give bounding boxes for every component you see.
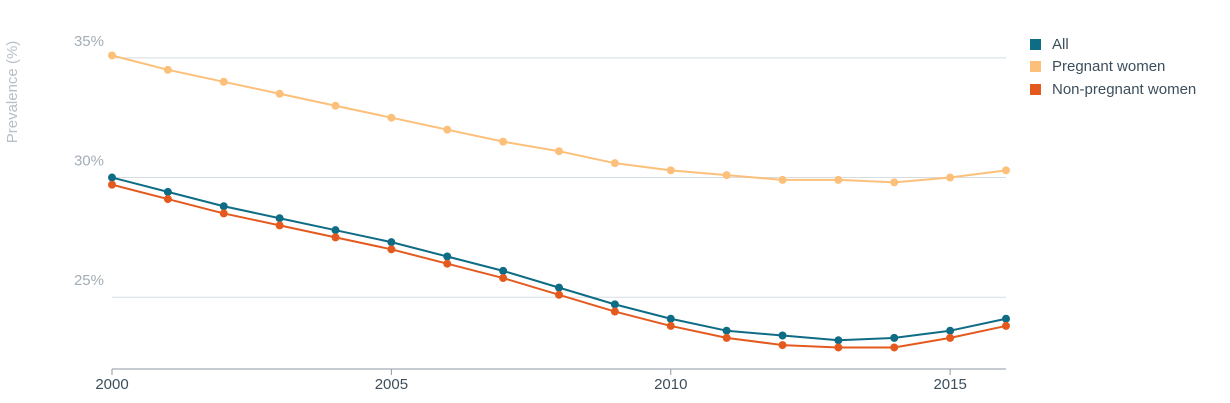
data-point-non-pregnant-women <box>108 180 116 189</box>
data-point-pregnant-women <box>108 51 116 60</box>
legend-item-all[interactable]: All <box>1030 33 1196 56</box>
legend-label-non-pregnant-women: Non-pregnant women <box>1052 80 1197 98</box>
data-point-non-pregnant-women <box>387 245 396 254</box>
data-point-pregnant-women <box>722 171 731 180</box>
legend-swatch-all <box>1030 38 1041 50</box>
data-point-pregnant-women <box>387 113 396 122</box>
data-point-non-pregnant-women <box>946 333 955 342</box>
y-tick-label: 25% <box>74 272 104 289</box>
legend-swatch-pregnant-women <box>1030 61 1041 73</box>
series-lines <box>108 51 1010 352</box>
x-tick-label: 2000 <box>95 376 128 393</box>
data-point-all <box>275 214 284 223</box>
data-point-all <box>331 226 340 235</box>
data-point-all <box>946 326 955 335</box>
x-tick-label: 2005 <box>375 376 408 393</box>
x-tick-label: 2015 <box>933 376 966 393</box>
data-point-pregnant-women <box>443 125 452 134</box>
data-point-non-pregnant-women <box>722 333 731 342</box>
series-line-pregnant-women <box>111 54 1007 184</box>
data-point-all <box>387 238 396 247</box>
legend-item-non-pregnant-women[interactable]: Non-pregnant women <box>1030 78 1196 101</box>
data-point-all <box>555 283 563 292</box>
data-point-all <box>778 331 787 340</box>
legend-label-pregnant-women: Pregnant women <box>1052 58 1166 76</box>
axes: 25% 30% 35% 2000 2005 2010 2015 <box>74 33 1006 393</box>
data-point-non-pregnant-women <box>834 343 843 352</box>
data-point-non-pregnant-women <box>499 274 508 283</box>
data-point-all <box>163 187 172 196</box>
data-point-all <box>1002 314 1010 323</box>
data-point-all <box>666 314 675 323</box>
series-line-non-pregnant-women <box>111 183 1007 349</box>
y-tick-label: 35% <box>74 33 104 50</box>
data-point-all <box>108 173 116 182</box>
data-point-non-pregnant-women <box>443 259 452 268</box>
data-point-non-pregnant-women <box>1002 321 1010 330</box>
data-point-non-pregnant-women <box>610 307 619 316</box>
data-point-all <box>219 202 228 211</box>
data-point-pregnant-women <box>331 101 340 110</box>
data-point-all <box>890 333 899 342</box>
data-point-pregnant-women <box>555 147 563 156</box>
data-point-pregnant-women <box>275 89 284 98</box>
data-point-non-pregnant-women <box>778 341 787 350</box>
data-point-non-pregnant-women <box>331 233 340 242</box>
data-point-non-pregnant-women <box>890 343 899 352</box>
data-point-pregnant-women <box>163 65 172 74</box>
y-tick-label: 30% <box>74 153 104 170</box>
data-point-non-pregnant-women <box>555 290 563 299</box>
data-point-non-pregnant-women <box>163 195 172 204</box>
legend: All Pregnant women Non-pregnant women <box>1030 33 1196 101</box>
data-point-pregnant-women <box>778 175 787 184</box>
data-point-pregnant-women <box>890 178 899 187</box>
data-point-pregnant-women <box>499 137 508 146</box>
x-tick-label: 2010 <box>654 376 687 393</box>
legend-item-pregnant-women[interactable]: Pregnant women <box>1030 56 1196 79</box>
data-point-all <box>722 326 731 335</box>
data-point-all <box>499 266 508 275</box>
data-point-non-pregnant-women <box>219 209 228 218</box>
data-point-pregnant-women <box>610 159 619 168</box>
y-axis-label: Prevalence (%) <box>4 41 21 144</box>
data-point-pregnant-women <box>666 166 675 175</box>
data-point-all <box>834 336 843 345</box>
legend-swatch-non-pregnant-women <box>1030 83 1041 95</box>
data-point-non-pregnant-women <box>275 221 284 230</box>
series-line-all <box>111 176 1007 342</box>
data-point-all <box>443 252 452 261</box>
data-point-pregnant-women <box>219 77 228 86</box>
data-point-pregnant-women <box>946 173 955 182</box>
gridlines <box>112 57 1006 298</box>
data-point-non-pregnant-women <box>666 321 675 330</box>
data-point-pregnant-women <box>834 175 843 184</box>
legend-label-all: All <box>1052 35 1069 53</box>
data-point-all <box>610 300 619 309</box>
data-point-pregnant-women <box>1002 166 1010 175</box>
